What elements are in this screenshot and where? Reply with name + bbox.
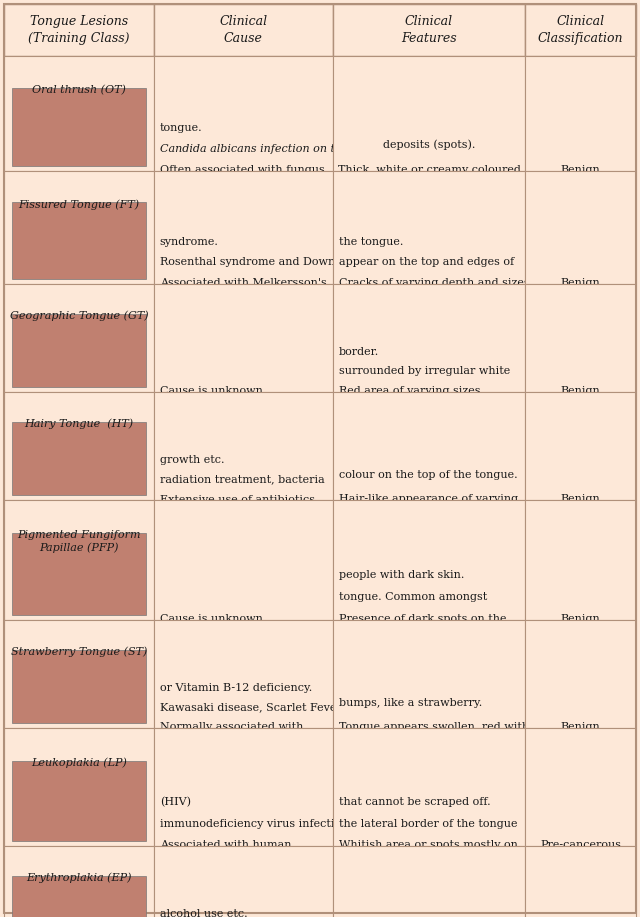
Text: Normally associated with: Normally associated with — [160, 722, 303, 732]
Text: Benign: Benign — [561, 165, 600, 175]
Text: border.: border. — [339, 347, 379, 357]
Text: Strawberry Tongue (ST): Strawberry Tongue (ST) — [11, 646, 147, 657]
Text: Pigmented Fungiform
Papillae (PFP): Pigmented Fungiform Papillae (PFP) — [17, 530, 141, 553]
Text: tongue.: tongue. — [160, 123, 202, 133]
Bar — [12, 314, 146, 387]
Bar — [525, 4, 636, 56]
Bar — [12, 876, 146, 917]
Bar — [154, 56, 333, 171]
Text: Benign: Benign — [561, 494, 600, 504]
Bar — [154, 728, 333, 846]
Bar — [4, 4, 154, 56]
Bar — [525, 620, 636, 728]
Bar — [12, 649, 146, 723]
Text: deposits (spots).: deposits (spots). — [383, 139, 476, 150]
Bar — [525, 284, 636, 392]
Text: Hair-like appearance of varying: Hair-like appearance of varying — [339, 494, 518, 504]
Text: immunodeficiency virus infection: immunodeficiency virus infection — [160, 819, 348, 829]
Text: surrounded by irregular white: surrounded by irregular white — [339, 367, 510, 376]
Text: Tongue appears swollen, red with: Tongue appears swollen, red with — [339, 722, 529, 732]
Text: Geographic Tongue (GT): Geographic Tongue (GT) — [10, 311, 148, 321]
Text: Pre-cancerous: Pre-cancerous — [540, 840, 621, 850]
Bar — [4, 392, 154, 500]
Bar — [154, 4, 333, 56]
Bar — [525, 728, 636, 846]
Text: Benign: Benign — [561, 614, 600, 624]
Bar — [154, 846, 333, 917]
Text: appear on the top and edges of: appear on the top and edges of — [339, 258, 514, 268]
Text: Clinical
Classification: Clinical Classification — [538, 15, 623, 45]
Text: Hairy Tongue  (HT): Hairy Tongue (HT) — [24, 418, 134, 429]
Text: Red area of varying sizes: Red area of varying sizes — [339, 386, 480, 396]
Bar — [12, 761, 146, 841]
Text: Clinical
Features: Clinical Features — [401, 15, 457, 45]
Bar — [525, 392, 636, 500]
Text: Cause is unknown.: Cause is unknown. — [160, 386, 266, 396]
Text: Associated with human: Associated with human — [160, 840, 291, 850]
Text: syndrome.: syndrome. — [160, 237, 219, 247]
Text: Cracks of varying depth and sizes: Cracks of varying depth and sizes — [339, 278, 529, 288]
Text: Rosenthal syndrome and Down: Rosenthal syndrome and Down — [160, 258, 335, 268]
Text: Benign: Benign — [561, 722, 600, 732]
Text: Fissured Tongue (FT): Fissured Tongue (FT) — [19, 199, 140, 210]
Bar — [154, 500, 333, 620]
Text: bumps, like a strawberry.: bumps, like a strawberry. — [339, 698, 482, 708]
Text: (HIV): (HIV) — [160, 797, 191, 807]
Text: or Vitamin B-12 deficiency.: or Vitamin B-12 deficiency. — [160, 683, 312, 692]
Bar — [12, 422, 146, 495]
Text: Candida albicans infection on the: Candida albicans infection on the — [160, 144, 349, 154]
Bar — [154, 284, 333, 392]
Text: Extensive use of antibiotics,: Extensive use of antibiotics, — [160, 494, 318, 504]
Text: Tongue Lesions
(Training Class): Tongue Lesions (Training Class) — [28, 15, 130, 45]
Text: Benign: Benign — [561, 278, 600, 288]
Bar — [12, 88, 146, 166]
Bar — [4, 500, 154, 620]
Text: growth etc.: growth etc. — [160, 455, 224, 465]
Bar — [333, 392, 525, 500]
Bar — [4, 284, 154, 392]
Bar — [333, 620, 525, 728]
Bar — [12, 534, 146, 615]
Bar — [4, 846, 154, 917]
Bar — [525, 846, 636, 917]
Text: the tongue.: the tongue. — [339, 237, 403, 247]
Text: Benign: Benign — [561, 386, 600, 396]
Text: Oral thrush (OT): Oral thrush (OT) — [32, 84, 126, 95]
Bar — [333, 56, 525, 171]
Bar — [4, 56, 154, 171]
Text: Whitish area or spots mostly on: Whitish area or spots mostly on — [339, 840, 518, 850]
Text: Leukoplakia (LP): Leukoplakia (LP) — [31, 757, 127, 768]
Text: colour on the top of the tongue.: colour on the top of the tongue. — [339, 470, 517, 480]
Bar — [333, 500, 525, 620]
Bar — [333, 846, 525, 917]
Text: Clinical
Cause: Clinical Cause — [219, 15, 268, 45]
Bar — [333, 171, 525, 284]
Bar — [525, 171, 636, 284]
Text: Presence of dark spots on the: Presence of dark spots on the — [339, 614, 506, 624]
Text: Often associated with fungus: Often associated with fungus — [160, 165, 324, 175]
Text: Thick, white or creamy coloured: Thick, white or creamy coloured — [337, 165, 520, 175]
Bar — [525, 500, 636, 620]
Bar — [154, 392, 333, 500]
Text: Erythroplakia (EP): Erythroplakia (EP) — [26, 873, 132, 883]
Bar — [4, 728, 154, 846]
Text: the lateral border of the tongue: the lateral border of the tongue — [339, 819, 517, 829]
Bar — [333, 284, 525, 392]
Text: that cannot be scraped off.: that cannot be scraped off. — [339, 797, 490, 807]
Bar — [333, 728, 525, 846]
Text: Cause is unknown.: Cause is unknown. — [160, 614, 266, 624]
Bar — [12, 202, 146, 279]
Text: tongue. Common amongst: tongue. Common amongst — [339, 592, 487, 602]
Bar — [4, 171, 154, 284]
Bar — [525, 56, 636, 171]
Bar — [333, 4, 525, 56]
Bar — [154, 171, 333, 284]
Bar — [154, 620, 333, 728]
Bar — [4, 620, 154, 728]
Text: radiation treatment, bacteria: radiation treatment, bacteria — [160, 474, 324, 484]
Text: Associated with Melkersson's: Associated with Melkersson's — [160, 278, 326, 288]
Text: alcohol use etc.: alcohol use etc. — [160, 909, 248, 917]
Text: Kawasaki disease, Scarlet Fever: Kawasaki disease, Scarlet Fever — [160, 702, 342, 713]
Text: people with dark skin.: people with dark skin. — [339, 570, 464, 580]
